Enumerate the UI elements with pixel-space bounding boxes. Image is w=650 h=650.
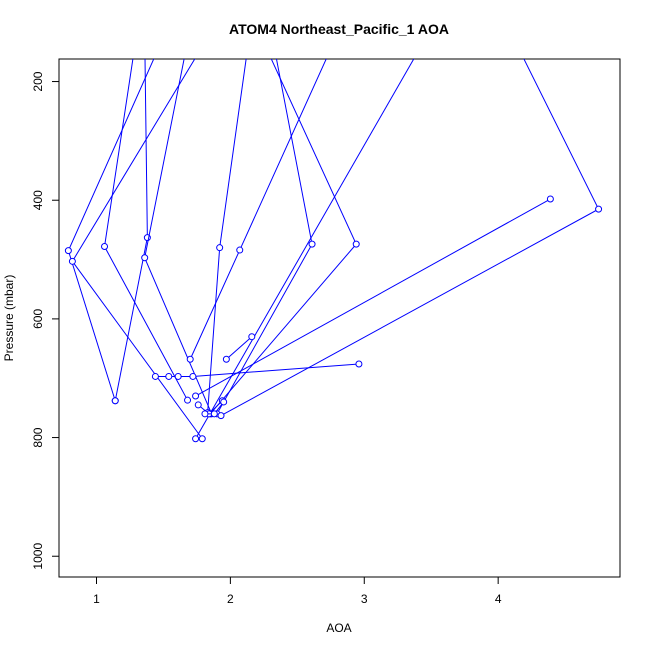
data-point <box>151 372 159 380</box>
series-10 <box>192 59 415 443</box>
data-point <box>64 247 72 255</box>
data-point <box>248 333 256 341</box>
x-tick-label: 4 <box>495 592 502 606</box>
data-point <box>165 372 173 380</box>
data-point <box>546 195 554 203</box>
data-point <box>194 401 202 409</box>
series-line <box>195 59 415 439</box>
series-14 <box>151 360 363 380</box>
series-5 <box>141 59 216 418</box>
data-point <box>355 360 363 368</box>
y-tick-label: 200 <box>31 71 45 91</box>
y-tick-label: 600 <box>31 309 45 329</box>
series-8 <box>206 59 360 418</box>
y-axis-label: Pressure (mbar) <box>2 275 16 362</box>
series-4 <box>101 59 192 404</box>
series-line <box>216 59 313 415</box>
data-point <box>217 412 225 420</box>
y-axis: 200 400 600 800 1000 <box>31 71 60 570</box>
data-point <box>192 392 200 400</box>
series-2 <box>64 59 155 405</box>
x-tick-label: 3 <box>361 592 368 606</box>
series-16 <box>201 398 228 418</box>
y-tick-label: 1000 <box>31 543 45 570</box>
data-point <box>174 372 182 380</box>
x-axis-label: AOA <box>326 621 351 635</box>
series-line <box>220 59 600 417</box>
series-layer <box>64 59 603 443</box>
y-tick-label: 400 <box>31 190 45 210</box>
series-3 <box>68 59 206 443</box>
series-line <box>195 198 551 397</box>
data-point <box>201 410 209 418</box>
data-point <box>236 246 244 254</box>
series-line <box>155 363 359 377</box>
data-point <box>111 397 119 405</box>
data-point <box>308 240 316 248</box>
series-line <box>114 59 148 401</box>
series-line <box>104 59 188 401</box>
data-point <box>595 205 603 213</box>
data-point <box>141 254 149 262</box>
data-point <box>184 396 192 404</box>
x-tick-label: 2 <box>227 592 234 606</box>
series-line <box>226 336 253 360</box>
series-line <box>209 59 357 415</box>
x-tick-label: 1 <box>93 592 100 606</box>
series-11 <box>217 59 603 420</box>
series-13 <box>222 333 256 363</box>
data-point <box>222 355 230 363</box>
series-line <box>189 59 327 360</box>
data-point <box>198 435 206 443</box>
data-point <box>101 243 109 251</box>
series-12 <box>192 195 554 400</box>
series-9 <box>186 59 327 363</box>
data-point <box>216 244 224 252</box>
data-point <box>192 435 200 443</box>
chart-title: ATOM4 Northeast_Pacific_1 AOA <box>229 21 449 37</box>
data-point <box>210 410 218 418</box>
data-point <box>220 398 228 406</box>
data-point <box>68 257 76 265</box>
data-point <box>352 240 360 248</box>
series-line <box>67 59 155 401</box>
series-1 <box>111 59 151 405</box>
data-point <box>186 355 194 363</box>
x-axis: 1 2 3 4 <box>93 576 502 606</box>
y-tick-label: 800 <box>31 427 45 447</box>
data-point <box>189 372 197 380</box>
